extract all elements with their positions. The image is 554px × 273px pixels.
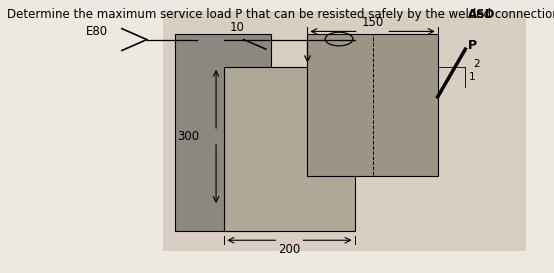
Text: 200: 200 xyxy=(278,243,301,256)
Text: E80: E80 xyxy=(86,25,108,38)
Text: 2: 2 xyxy=(474,59,480,69)
Bar xyxy=(224,67,355,231)
Text: .: . xyxy=(486,8,490,21)
Text: 1: 1 xyxy=(469,72,476,82)
Bar xyxy=(163,11,526,251)
Text: Determine the maximum service load P that can be resisted safely by the welded c: Determine the maximum service load P tha… xyxy=(7,8,554,21)
Text: ASD: ASD xyxy=(468,8,495,21)
Bar xyxy=(307,34,438,176)
Text: P: P xyxy=(468,38,477,52)
Bar xyxy=(175,34,271,231)
Text: 150: 150 xyxy=(361,16,384,29)
Text: 300: 300 xyxy=(177,130,199,143)
Text: 10: 10 xyxy=(230,21,245,34)
